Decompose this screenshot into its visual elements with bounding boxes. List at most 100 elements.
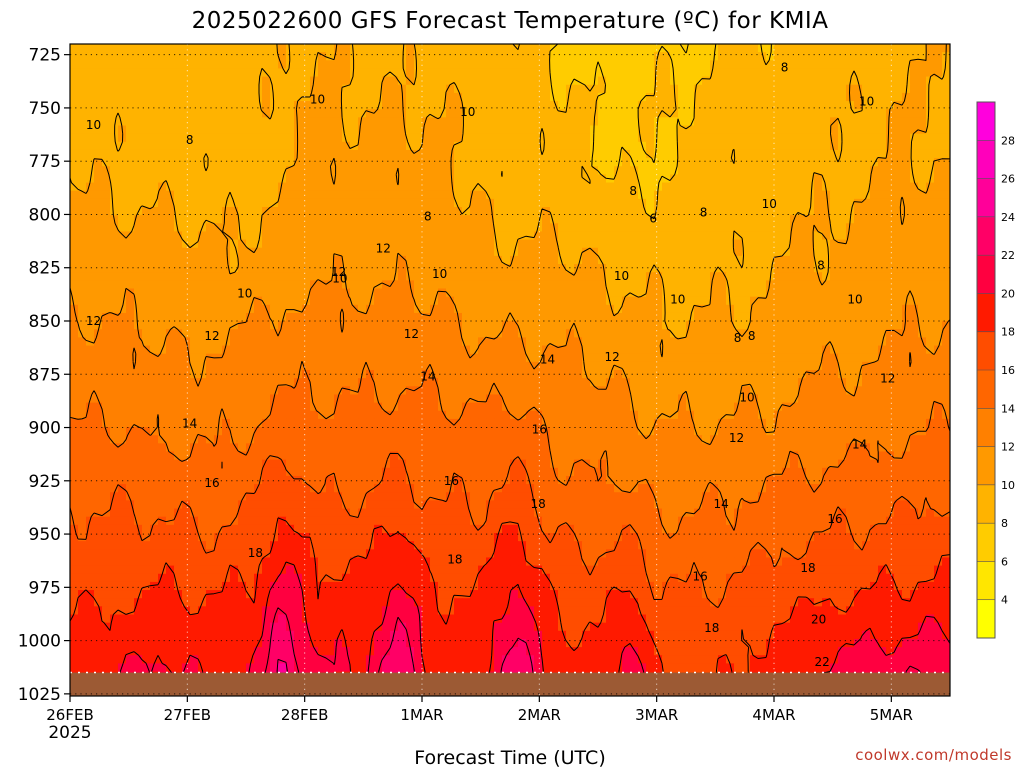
heat-cell bbox=[342, 402, 351, 412]
heat-cell bbox=[582, 272, 591, 281]
heat-cell bbox=[102, 370, 111, 379]
heat-cell bbox=[342, 361, 351, 371]
heat-cell bbox=[902, 223, 911, 233]
heat-cell bbox=[110, 386, 119, 396]
heat-cell bbox=[726, 149, 735, 159]
heat-cell bbox=[510, 394, 519, 404]
heat-cell bbox=[238, 207, 247, 216]
heat-cell bbox=[774, 296, 783, 306]
heat-cell bbox=[854, 247, 863, 257]
heat-cell bbox=[462, 92, 471, 102]
heat-cell bbox=[350, 296, 359, 306]
heat-cell bbox=[470, 288, 479, 298]
heat-cell bbox=[246, 361, 255, 371]
heat-cell bbox=[758, 182, 767, 192]
heat-cell bbox=[262, 247, 271, 257]
heat-cell bbox=[270, 182, 279, 192]
heat-cell bbox=[550, 117, 559, 127]
heat-cell bbox=[790, 76, 799, 86]
heat-cell bbox=[942, 84, 950, 94]
heat-cell bbox=[238, 329, 247, 338]
heat-cell bbox=[550, 68, 559, 78]
heat-cell bbox=[758, 149, 767, 159]
heat-cell bbox=[222, 166, 231, 175]
heat-cell bbox=[302, 158, 311, 167]
heat-cell bbox=[614, 337, 623, 347]
heat-cell bbox=[110, 166, 119, 175]
heat-cell bbox=[670, 133, 679, 143]
heat-cell bbox=[510, 272, 519, 281]
heat-cell bbox=[118, 182, 127, 192]
heat-cell bbox=[358, 92, 367, 102]
heat-cell bbox=[542, 117, 551, 127]
heat-cell bbox=[310, 394, 319, 404]
heat-cell bbox=[294, 321, 303, 330]
heat-cell bbox=[662, 337, 671, 347]
heat-cell bbox=[670, 255, 679, 265]
heat-cell bbox=[414, 247, 423, 257]
heat-cell bbox=[630, 68, 639, 78]
heat-cell bbox=[502, 166, 511, 175]
heat-cell bbox=[94, 345, 103, 355]
heat-cell bbox=[790, 158, 799, 167]
heat-cell bbox=[142, 60, 151, 70]
heat-cell bbox=[862, 353, 871, 363]
heat-cell bbox=[606, 207, 615, 216]
heat-cell bbox=[302, 386, 311, 396]
heat-cell bbox=[102, 378, 111, 387]
heat-cell bbox=[502, 207, 511, 216]
heat-cell bbox=[382, 117, 391, 127]
heat-cell bbox=[198, 68, 207, 78]
heat-cell bbox=[310, 410, 319, 420]
heat-cell bbox=[382, 68, 391, 78]
heat-cell bbox=[430, 207, 439, 216]
heat-cell bbox=[446, 44, 455, 53]
heat-cell bbox=[742, 149, 751, 159]
heat-cell bbox=[518, 264, 527, 273]
heat-cell bbox=[870, 133, 879, 143]
heat-cell bbox=[806, 141, 815, 151]
heat-cell bbox=[406, 288, 415, 298]
heat-cell bbox=[766, 158, 775, 167]
heat-cell bbox=[702, 223, 711, 233]
heat-cell bbox=[798, 304, 807, 314]
heat-cell bbox=[270, 410, 279, 420]
heat-cell bbox=[926, 280, 935, 290]
heat-cell bbox=[142, 353, 151, 363]
heat-cell bbox=[670, 182, 679, 192]
heat-cell bbox=[870, 288, 879, 298]
heat-cell bbox=[502, 133, 511, 143]
heat-cell bbox=[374, 402, 383, 412]
heat-cell bbox=[806, 402, 815, 412]
heat-cell bbox=[102, 312, 111, 322]
heat-cell bbox=[678, 345, 687, 355]
heat-cell bbox=[726, 125, 735, 135]
heat-cell bbox=[774, 92, 783, 102]
heat-cell bbox=[254, 296, 263, 306]
heat-cell bbox=[918, 296, 927, 306]
heat-cell bbox=[510, 288, 519, 298]
heat-cell bbox=[102, 117, 111, 127]
heat-cell bbox=[854, 402, 863, 412]
heat-cell bbox=[230, 149, 239, 159]
heat-cell bbox=[150, 101, 159, 110]
heat-cell bbox=[590, 68, 599, 78]
heat-cell bbox=[158, 272, 167, 281]
heat-cell bbox=[686, 255, 695, 265]
heat-cell bbox=[942, 272, 950, 281]
heat-cell bbox=[94, 109, 103, 118]
heat-cell bbox=[862, 117, 871, 127]
heat-cell bbox=[918, 133, 927, 143]
heat-cell bbox=[246, 149, 255, 159]
heat-cell bbox=[86, 52, 95, 61]
heat-cell bbox=[566, 361, 575, 371]
heat-cell bbox=[494, 272, 503, 281]
heat-cell bbox=[134, 304, 143, 314]
heat-cell bbox=[622, 386, 631, 396]
heat-cell bbox=[694, 378, 703, 387]
heat-cell bbox=[550, 272, 559, 281]
heat-cell bbox=[662, 345, 671, 355]
heat-cell bbox=[358, 288, 367, 298]
heat-cell bbox=[182, 345, 191, 355]
heat-cell bbox=[718, 231, 727, 241]
